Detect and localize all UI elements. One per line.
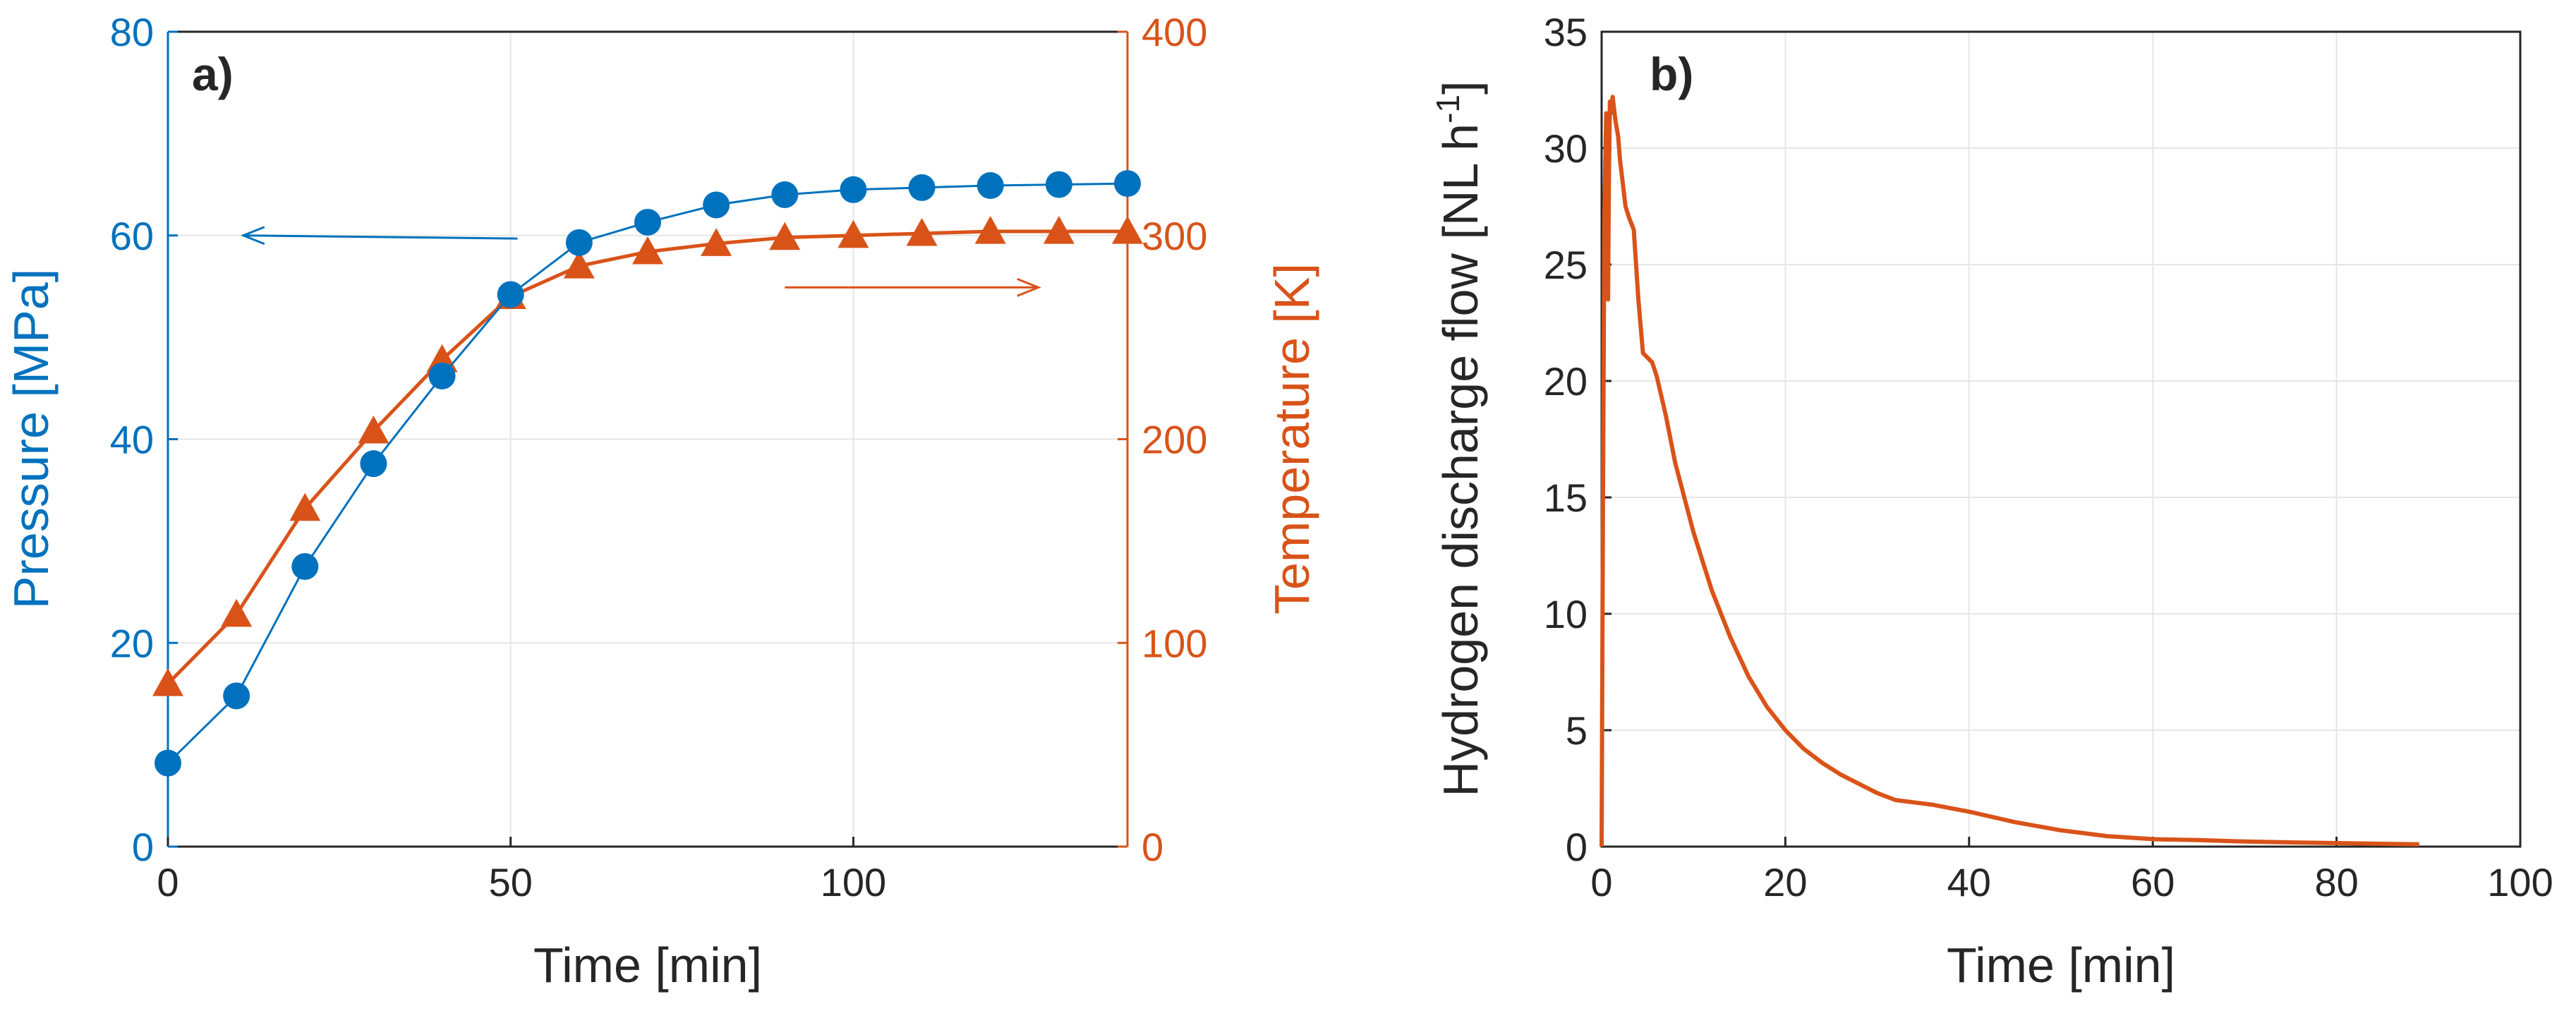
data-point-pressure bbox=[976, 172, 1004, 200]
data-point-pressure bbox=[1045, 171, 1072, 198]
y-tick-label-pressure: 60 bbox=[110, 214, 154, 258]
data-point-pressure bbox=[428, 362, 456, 389]
y-tick-label-temperature: 100 bbox=[1142, 621, 1207, 665]
series-b bbox=[1600, 95, 2419, 847]
data-point-pressure bbox=[291, 552, 319, 580]
arrowhead-pressure bbox=[240, 226, 265, 246]
y-tick-label-b: 30 bbox=[1544, 126, 1588, 171]
arrow-pressure-axis bbox=[243, 234, 518, 240]
arrowhead-temperature bbox=[1017, 277, 1041, 297]
y-tick-label-temperature: 400 bbox=[1142, 10, 1207, 54]
y-tick-label-b: 0 bbox=[1566, 825, 1588, 869]
y-tick-label-b: 15 bbox=[1544, 476, 1588, 520]
data-point-temperature bbox=[289, 492, 321, 521]
x-axis-label-b: Time [min] bbox=[1947, 938, 2175, 993]
data-point-pressure bbox=[703, 191, 730, 219]
chart-panel-b: 0 20 40 60 80 100 0 5 10 15 20 25 30 35 b) Time [min]… bbox=[1429, 10, 2553, 993]
axes-a: 0 50 100 0 20 40 60 80 0 100 200 300 400 bbox=[110, 10, 1208, 904]
data-point-temperature bbox=[837, 219, 869, 248]
data-point-pressure bbox=[565, 229, 593, 256]
data-point-pressure bbox=[771, 181, 799, 208]
data-point-pressure bbox=[634, 208, 661, 236]
data-point-temperature bbox=[701, 228, 732, 256]
data-point-temperature bbox=[974, 215, 1006, 244]
data-point-temperature bbox=[152, 668, 183, 696]
data-point-pressure bbox=[840, 176, 867, 203]
data-point-temperature bbox=[769, 222, 801, 250]
data-point-temperature bbox=[906, 217, 938, 246]
y-tick-label-pressure: 0 bbox=[132, 825, 154, 869]
y-axis-label-b-end: ] bbox=[1433, 81, 1488, 95]
y-tick-label-b: 35 bbox=[1544, 10, 1588, 54]
x-tick-label-a: 0 bbox=[157, 860, 179, 904]
y-axis-label-b: Hydrogen discharge flow [NL h-1] bbox=[1429, 81, 1488, 797]
data-point-pressure bbox=[1114, 170, 1141, 198]
x-tick-label-b: 0 bbox=[1590, 860, 1612, 904]
y-tick-label-b: 25 bbox=[1544, 243, 1588, 287]
x-tick-label-a: 100 bbox=[821, 860, 886, 904]
data-point-temperature bbox=[632, 236, 663, 265]
y-tick-label-temperature: 200 bbox=[1142, 418, 1207, 462]
y-axis-label-temperature: Temperature [K] bbox=[1264, 263, 1319, 615]
grid-b bbox=[1602, 32, 2520, 847]
x-tick-label-b: 80 bbox=[2314, 860, 2358, 904]
x-tick-label-b: 40 bbox=[1947, 860, 1991, 904]
data-point-temperature bbox=[1043, 215, 1075, 244]
panel-label-b: b) bbox=[1650, 48, 1693, 100]
x-tick-label-b: 100 bbox=[2487, 860, 2553, 904]
series-a bbox=[152, 170, 1143, 777]
grid-a bbox=[168, 32, 1127, 847]
series-line-hydrogen-flow bbox=[1600, 95, 2419, 847]
y-tick-label-pressure: 80 bbox=[110, 10, 154, 54]
x-tick-label-b: 60 bbox=[2131, 860, 2175, 904]
data-point-temperature bbox=[221, 598, 253, 627]
y-tick-label-temperature: 300 bbox=[1142, 214, 1207, 258]
y-axis-label-b-main: Hydrogen discharge flow [NL h bbox=[1433, 123, 1488, 797]
plot-area-b bbox=[1602, 32, 2520, 847]
y-tick-label-b: 5 bbox=[1566, 708, 1588, 753]
data-point-temperature bbox=[563, 250, 595, 279]
chart-panel-a: 0 50 100 0 20 40 60 80 0 100 200 300 400 a) Time [mi… bbox=[4, 10, 1319, 993]
y-tick-label-b: 10 bbox=[1544, 592, 1588, 636]
data-point-temperature bbox=[358, 415, 389, 444]
data-point-temperature bbox=[1112, 215, 1143, 244]
panel-label-a: a) bbox=[192, 48, 234, 100]
x-axis-label-a: Time [min] bbox=[533, 938, 762, 993]
y-tick-label-temperature: 0 bbox=[1142, 825, 1163, 869]
data-point-pressure bbox=[497, 281, 524, 308]
x-tick-label-b: 20 bbox=[1763, 860, 1807, 904]
y-axis-label-pressure: Pressure [MPa] bbox=[4, 269, 59, 609]
annotations-a bbox=[240, 226, 1041, 297]
y-tick-label-pressure: 20 bbox=[110, 621, 154, 665]
x-tick-label-a: 50 bbox=[489, 860, 533, 904]
data-point-pressure bbox=[155, 749, 181, 777]
data-point-pressure bbox=[908, 174, 936, 201]
data-point-pressure bbox=[223, 682, 250, 710]
y-axis-label-b-superscript: -1 bbox=[1429, 95, 1466, 123]
y-tick-label-pressure: 40 bbox=[110, 418, 154, 462]
data-point-pressure bbox=[360, 450, 387, 478]
y-tick-label-b: 20 bbox=[1544, 359, 1588, 404]
